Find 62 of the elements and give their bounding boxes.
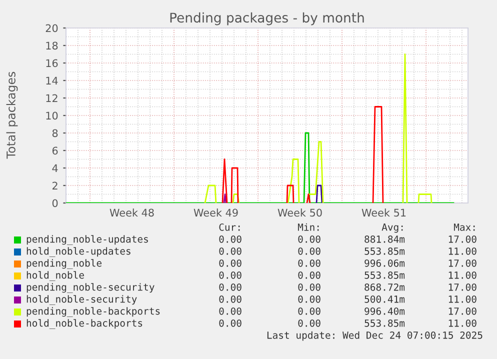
y-tick-label: 6 xyxy=(52,146,58,155)
text: 0.00 xyxy=(298,259,320,267)
text: 0.00 xyxy=(298,247,320,255)
text: 0.00 xyxy=(298,235,320,243)
text: 0.00 xyxy=(298,271,320,279)
x-tick-label: Week 49 xyxy=(194,208,238,217)
text: 11.00 xyxy=(448,295,476,303)
text: 0.00 xyxy=(219,235,242,243)
y-tick-label: 18 xyxy=(46,42,58,50)
text: 996.40m xyxy=(364,307,405,315)
text: 17.00 xyxy=(448,283,476,291)
legend-label: pending_noble xyxy=(26,259,102,269)
text: 553.85m xyxy=(364,247,405,255)
text: 0.00 xyxy=(219,319,242,327)
legend-label: hold_noble xyxy=(26,271,84,281)
text: 11.00 xyxy=(448,247,476,255)
legend-label: pending_noble-security xyxy=(26,283,154,293)
text: Last update: Wed Dec 24 07:00:15 2025 xyxy=(267,331,482,341)
y-tick-label: 2 xyxy=(52,182,58,190)
text: Cur: xyxy=(219,223,240,231)
text: 0.00 xyxy=(219,247,242,255)
text: 881.84m xyxy=(364,235,405,243)
text: 0.00 xyxy=(219,307,242,315)
text: 553.85m xyxy=(364,319,405,327)
text: 0.00 xyxy=(219,295,242,303)
legend-label: hold_noble-backports xyxy=(26,319,142,329)
x-tick-label: Week 48 xyxy=(110,208,154,217)
text: 996.06m xyxy=(364,259,405,267)
x-tick-label: Week 50 xyxy=(278,208,322,217)
y-axis-title: Total packages xyxy=(6,72,18,159)
text: 0.00 xyxy=(298,307,320,315)
text: 0.00 xyxy=(219,259,242,267)
text: Avg: xyxy=(382,224,403,233)
text: 11.00 xyxy=(448,319,476,327)
text: 17.00 xyxy=(448,259,476,267)
chart-title: Pending packages - by month xyxy=(170,12,364,26)
y-tick-label: 0 xyxy=(52,199,58,208)
legend-label: hold_noble-security xyxy=(26,295,137,305)
y-tick-label: 10 xyxy=(46,112,58,120)
y-tick-label: 14 xyxy=(46,76,58,84)
y-tick-label: 20 xyxy=(46,24,58,32)
legend-label: hold_noble-updates xyxy=(26,247,130,257)
text: 868.72m xyxy=(364,283,405,291)
x-tick-label: Week 51 xyxy=(362,208,406,217)
text: 17.00 xyxy=(448,307,476,315)
y-tick-label: 8 xyxy=(52,129,58,138)
text: 17.00 xyxy=(448,235,476,243)
text: 0.00 xyxy=(298,295,320,303)
text: 553.85m xyxy=(364,271,405,279)
y-tick-label: 12 xyxy=(46,94,58,102)
text: 500.41m xyxy=(364,295,405,303)
text: 0.00 xyxy=(219,283,242,291)
text: 0.00 xyxy=(298,283,320,291)
text: 11.00 xyxy=(448,271,476,279)
legend-label: pending_noble-backports xyxy=(26,307,160,317)
y-tick-label: 16 xyxy=(46,59,58,68)
text: Max: xyxy=(454,224,475,231)
text: Min: xyxy=(298,223,319,231)
y-tick-label: 4 xyxy=(52,164,58,172)
legend-label: pending_noble-updates xyxy=(26,235,148,245)
text: 0.00 xyxy=(219,271,242,279)
text: 0.00 xyxy=(298,319,320,327)
